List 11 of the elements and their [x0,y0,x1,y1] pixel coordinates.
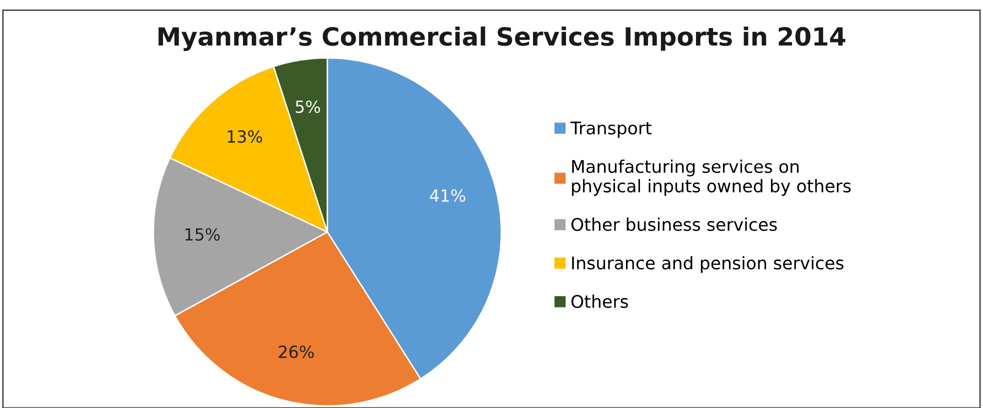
data-label: 5% [296,100,320,114]
legend-label: Transport [570,122,652,138]
legend-label: Others [571,294,628,308]
data-label: 15% [185,228,220,241]
legend-label: Other business services [571,218,777,231]
chart-title: Myanmar’s Commercial Services Imports in 2014 [158,26,846,51]
legend-label: Insurance and pension services [572,256,844,273]
legend-label: Manufacturing services on physical inputs owned by others [572,160,851,196]
data-label: 26% [278,346,314,358]
data-label: 13% [228,130,262,143]
data-label: 41% [430,189,466,202]
